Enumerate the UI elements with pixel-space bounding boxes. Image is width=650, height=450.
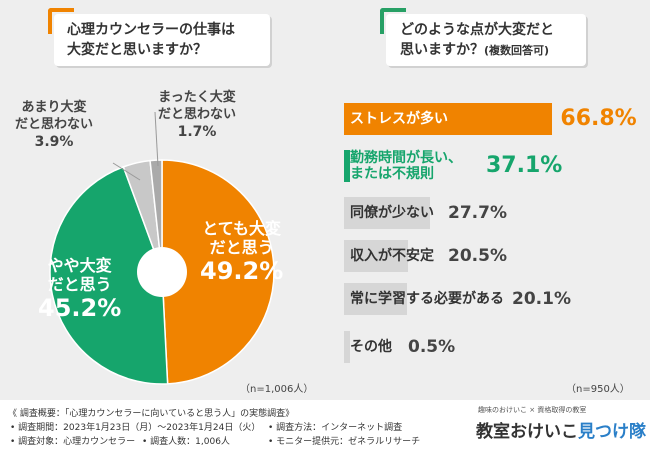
bar-label: 収入が不安定 [350,240,434,272]
pie-label-very: とても大変 だと思う 49.2% [200,219,283,285]
survey-method: • 調査方法：インターネット調査 [268,423,403,433]
bar [344,197,431,229]
pie-question-line1: 心理カウンセラーの仕事は [67,22,235,38]
logo-main-text: 教室おけいこ [476,422,578,442]
pie-question-box: 心理カウンセラーの仕事は 大変だと思いますか？ [48,8,270,66]
bar-label-line: 勤務時間が長い、 [350,150,462,166]
bar-question-box: どのような点が大変だと 思いますか？(複数回答可) [380,8,586,66]
pie-sample-size: （n=1,006人） [240,384,314,395]
bar-label: 同僚が少ない [350,197,434,229]
pie-slice-somewhat [49,165,169,385]
survey-overview: 《 調査概要：「心理カウンセラーに向いていると思う人」の実態調査》 [8,409,295,419]
survey-count: • 調査人数：1,006人 [142,437,230,447]
bar-label: 常に学習する必要がある [350,283,504,315]
bar [344,103,553,135]
pie-leader-line [112,162,141,181]
pie-label-text: だと思わない [158,107,237,122]
bar-label-line: その他 [350,339,392,355]
pie-slice-not-at-all [149,159,163,273]
pie-label-text: だと思わない [15,117,94,132]
pie-label-value: 1.7% [177,124,217,140]
pie-label-text: あまり大変 [21,100,87,115]
survey-period: • 調査期間：2023年1月23日（月）〜2023年1月24日（火） [10,423,261,433]
pie-label-not-at-all: まったく大変 だと思わない 1.7% [158,89,236,142]
pie-label-value: 49.2% [200,257,284,285]
bar-label-line: ストレスが多い [350,111,448,127]
pie-label-text: とても大変 [202,219,281,238]
bar-label: 勤務時間が長い、 または不規則 [350,150,462,182]
question-accent [380,8,406,34]
survey-target: • 調査対象：心理カウンセラー [10,437,136,447]
bar-label-line: 常に学習する必要がある [350,291,504,307]
bar-label: ストレスが多い [350,103,448,135]
pie-label-not-much: あまり大変 だと思わない 3.9% [15,99,93,152]
bar [344,283,407,315]
bar-value-label: 20.5% [448,246,507,266]
logo-brand-text: 見つけ隊 [578,422,646,442]
bar-value-label: 0.5% [408,337,456,357]
survey-provider: • モニター提供元：ゼネラルリサーチ [268,437,421,447]
pie-slice-very [161,159,275,385]
bar-question-line2-note: (複数回答可) [484,44,550,57]
pie-label-text: やや大変 [47,256,112,275]
bar-label: その他 [350,331,392,363]
pie-label-text: だと思う [209,238,274,257]
bar-value-label: 37.1% [486,153,563,178]
pie-label-text: だと思う [47,275,112,294]
logo-main: 教室おけいこ見つけ隊 [476,417,646,442]
bar-question-line1: どのような点が大変だと [400,22,554,38]
pie-label-value: 45.2% [38,294,122,322]
survey-footer: 《 調査概要：「心理カウンセラーに向いていると思う人」の実態調査》 • 調査期間… [0,400,650,450]
bar-question-line2-wrap: 思いますか？(複数回答可) [400,40,586,61]
bar [344,331,350,363]
pie-chart [49,111,275,385]
bar-label-line: 収入が不安定 [350,248,434,264]
pie-leader-line [154,111,159,167]
bar [344,150,460,182]
pie-label-value: 3.9% [34,134,74,150]
bar-value-label: 20.1% [512,289,571,309]
pie-center-hole [137,247,187,297]
question-accent [48,8,74,34]
bar-label-line: または不規則 [350,166,434,182]
brand-logo: 趣味のおけいこ × 資格取得の教室 教室おけいこ見つけ隊 [472,405,646,445]
pie-label-text: まったく大変 [158,90,236,105]
pie-question-line2: 大変だと思いますか？ [67,42,207,58]
bar-value-label: 66.8% [560,106,637,131]
bar-value-label: 27.7% [448,203,507,223]
bar-sample-size: （n=950人） [566,384,630,395]
bar-label-line: 同僚が少ない [350,205,434,221]
pie-label-somewhat: やや大変 だと思う 45.2% [38,256,121,322]
bar-question-line2: 思いますか？ [400,42,484,58]
logo-tagline: 趣味のおけいこ × 資格取得の教室 [478,406,587,414]
bar [344,240,408,272]
